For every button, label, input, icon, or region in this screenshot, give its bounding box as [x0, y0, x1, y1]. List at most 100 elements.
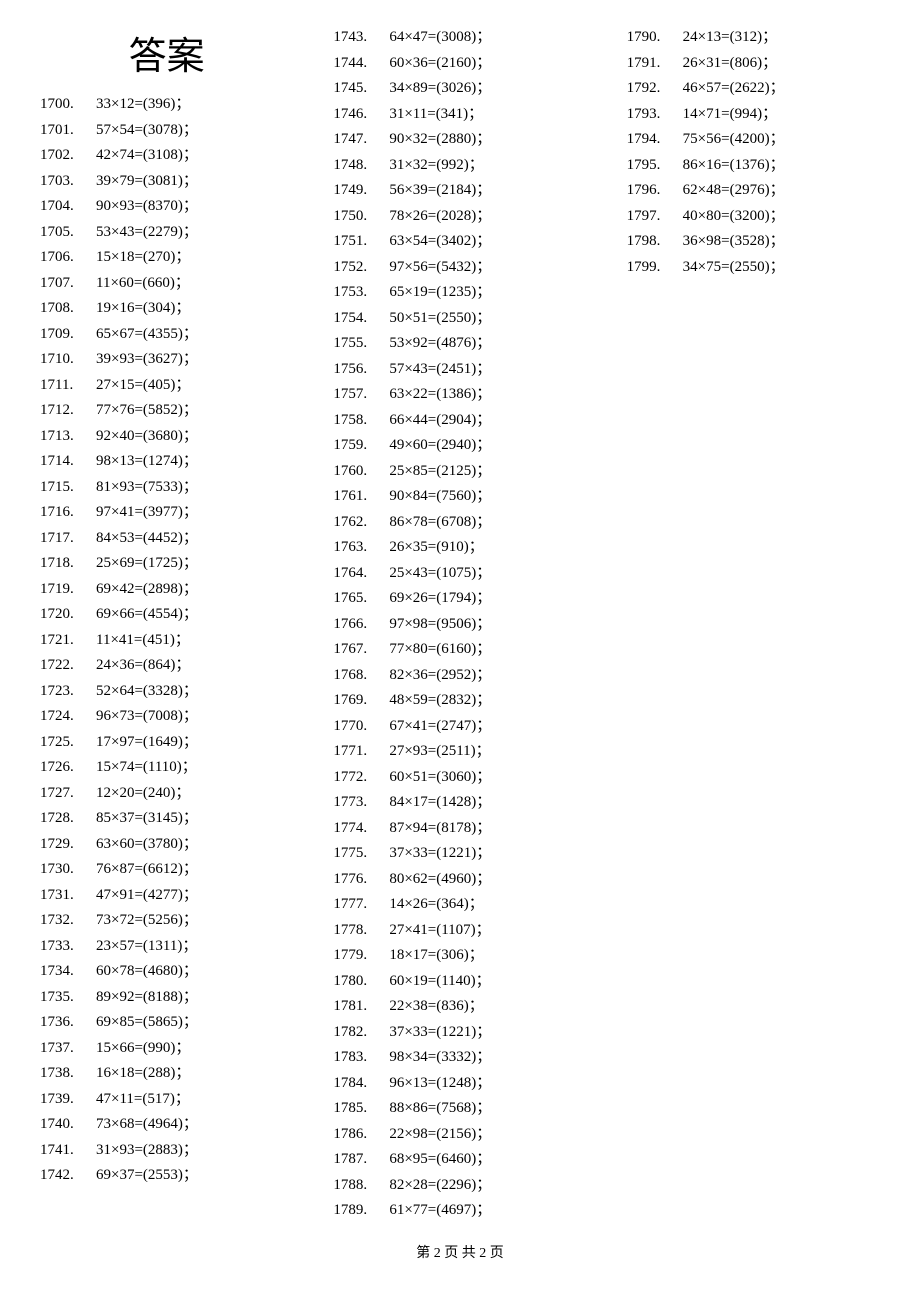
- answer-item: 1795.86×16=(1376)；: [627, 153, 880, 179]
- answer-item: 1704.90×93=(8370)；: [40, 194, 293, 220]
- item-number: 1731.: [40, 883, 96, 909]
- item-equation: 63×60=(3780)；: [96, 832, 293, 858]
- answer-item: 1718.25×69=(1725)；: [40, 551, 293, 577]
- answer-item: 1760.25×85=(2125)；: [333, 459, 586, 485]
- item-equation: 63×54=(3402)；: [389, 229, 586, 255]
- item-equation: 19×16=(304)；: [96, 296, 293, 322]
- answer-item: 1764.25×43=(1075)；: [333, 561, 586, 587]
- answer-item: 1782.37×33=(1221)；: [333, 1020, 586, 1046]
- item-number: 1742.: [40, 1163, 96, 1189]
- answer-item: 1721.11×41=(451)；: [40, 628, 293, 654]
- answer-item: 1770.67×41=(2747)；: [333, 714, 586, 740]
- answer-item: 1728.85×37=(3145)；: [40, 806, 293, 832]
- item-equation: 97×56=(5432)；: [389, 255, 586, 281]
- answer-item: 1774.87×94=(8178)；: [333, 816, 586, 842]
- item-equation: 68×95=(6460)；: [389, 1147, 586, 1173]
- item-number: 1741.: [40, 1138, 96, 1164]
- item-equation: 63×22=(1386)；: [389, 382, 586, 408]
- column-3: 1790.24×13=(312)；1791.26×31=(806)；1792.4…: [627, 25, 880, 1224]
- item-equation: 57×43=(2451)；: [389, 357, 586, 383]
- item-number: 1725.: [40, 730, 96, 756]
- item-number: 1730.: [40, 857, 96, 883]
- item-number: 1745.: [333, 76, 389, 102]
- answer-item: 1778.27×41=(1107)；: [333, 918, 586, 944]
- item-number: 1765.: [333, 586, 389, 612]
- item-equation: 37×33=(1221)；: [389, 841, 586, 867]
- answer-item: 1737.15×66=(990)；: [40, 1036, 293, 1062]
- item-equation: 87×94=(8178)；: [389, 816, 586, 842]
- item-equation: 37×33=(1221)；: [389, 1020, 586, 1046]
- item-equation: 31×93=(2883)；: [96, 1138, 293, 1164]
- answer-item: 1792.46×57=(2622)；: [627, 76, 880, 102]
- item-number: 1767.: [333, 637, 389, 663]
- item-number: 1728.: [40, 806, 96, 832]
- item-equation: 53×92=(4876)；: [389, 331, 586, 357]
- item-number: 1737.: [40, 1036, 96, 1062]
- item-number: 1723.: [40, 679, 96, 705]
- item-number: 1776.: [333, 867, 389, 893]
- item-number: 1711.: [40, 373, 96, 399]
- answer-item: 1713.92×40=(3680)；: [40, 424, 293, 450]
- answer-item: 1796.62×48=(2976)；: [627, 178, 880, 204]
- item-equation: 40×80=(3200)；: [683, 204, 880, 230]
- item-equation: 62×48=(2976)；: [683, 178, 880, 204]
- item-number: 1740.: [40, 1112, 96, 1138]
- item-number: 1706.: [40, 245, 96, 271]
- answer-item: 1754.50×51=(2550)；: [333, 306, 586, 332]
- answer-item: 1773.84×17=(1428)；: [333, 790, 586, 816]
- answer-item: 1748.31×32=(992)；: [333, 153, 586, 179]
- answer-item: 1775.37×33=(1221)；: [333, 841, 586, 867]
- item-equation: 31×32=(992)；: [389, 153, 586, 179]
- answer-item: 1752.97×56=(5432)；: [333, 255, 586, 281]
- item-equation: 26×31=(806)；: [683, 51, 880, 77]
- item-number: 1748.: [333, 153, 389, 179]
- answer-item: 1780.60×19=(1140)；: [333, 969, 586, 995]
- item-equation: 46×57=(2622)；: [683, 76, 880, 102]
- answer-item: 1785.88×86=(7568)；: [333, 1096, 586, 1122]
- item-equation: 50×51=(2550)；: [389, 306, 586, 332]
- answer-item: 1750.78×26=(2028)；: [333, 204, 586, 230]
- answer-item: 1703.39×79=(3081)；: [40, 169, 293, 195]
- item-equation: 25×43=(1075)；: [389, 561, 586, 587]
- item-number: 1779.: [333, 943, 389, 969]
- item-number: 1762.: [333, 510, 389, 536]
- item-number: 1760.: [333, 459, 389, 485]
- item-equation: 52×64=(3328)；: [96, 679, 293, 705]
- answer-item: 1740.73×68=(4964)；: [40, 1112, 293, 1138]
- item-number: 1766.: [333, 612, 389, 638]
- item-number: 1707.: [40, 271, 96, 297]
- item-number: 1709.: [40, 322, 96, 348]
- item-number: 1710.: [40, 347, 96, 373]
- item-equation: 11×60=(660)；: [96, 271, 293, 297]
- answer-item: 1700.33×12=(396)；: [40, 92, 293, 118]
- item-equation: 11×41=(451)；: [96, 628, 293, 654]
- columns-container: 答案 1700.33×12=(396)；1701.57×54=(3078)；17…: [40, 25, 880, 1224]
- answer-item: 1777.14×26=(364)；: [333, 892, 586, 918]
- item-equation: 47×11=(517)；: [96, 1087, 293, 1113]
- item-equation: 98×13=(1274)；: [96, 449, 293, 475]
- item-number: 1782.: [333, 1020, 389, 1046]
- answer-item: 1729.63×60=(3780)；: [40, 832, 293, 858]
- item-equation: 57×54=(3078)；: [96, 118, 293, 144]
- page: 答案 1700.33×12=(396)；1701.57×54=(3078)；17…: [0, 0, 920, 1272]
- answer-item: 1724.96×73=(7008)；: [40, 704, 293, 730]
- item-number: 1718.: [40, 551, 96, 577]
- item-equation: 69×66=(4554)；: [96, 602, 293, 628]
- item-equation: 82×36=(2952)；: [389, 663, 586, 689]
- answer-item: 1708.19×16=(304)；: [40, 296, 293, 322]
- item-number: 1708.: [40, 296, 96, 322]
- item-number: 1777.: [333, 892, 389, 918]
- answer-item: 1793.14×71=(994)；: [627, 102, 880, 128]
- item-number: 1758.: [333, 408, 389, 434]
- answer-item: 1710.39×93=(3627)；: [40, 347, 293, 373]
- answer-item: 1767.77×80=(6160)；: [333, 637, 586, 663]
- item-equation: 73×68=(4964)；: [96, 1112, 293, 1138]
- item-equation: 69×26=(1794)；: [389, 586, 586, 612]
- answer-item: 1745.34×89=(3026)；: [333, 76, 586, 102]
- item-number: 1799.: [627, 255, 683, 281]
- item-equation: 15×66=(990)；: [96, 1036, 293, 1062]
- item-number: 1789.: [333, 1198, 389, 1224]
- item-number: 1780.: [333, 969, 389, 995]
- item-number: 1768.: [333, 663, 389, 689]
- item-equation: 36×98=(3528)；: [683, 229, 880, 255]
